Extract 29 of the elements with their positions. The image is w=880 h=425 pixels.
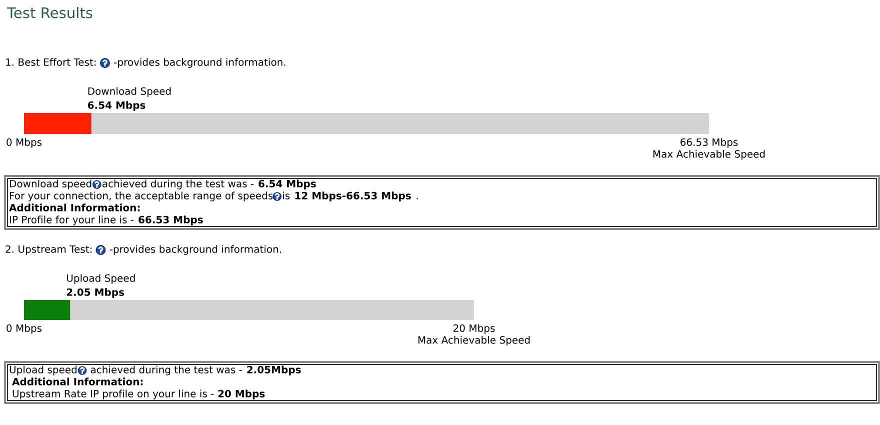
text: 6.54 Mbps (258, 180, 316, 190)
text: -provides background information. (114, 58, 286, 68)
text: IP Profile for your line is - (10, 216, 134, 226)
text: . (416, 198, 418, 200)
text: Upload speed (10, 366, 77, 376)
text: Upstream Rate IP profile on your line is - (12, 390, 214, 400)
data-label: 2.05 Mbps (66, 288, 124, 298)
text: achieved during the test was - (102, 180, 254, 190)
chart-subtitle: 2. Upstream Test: (6, 245, 92, 255)
y-tick-label: Download Speed (88, 87, 171, 97)
text: Download speed (10, 180, 92, 190)
text: is (283, 192, 290, 200)
text: Additional Information: (9, 204, 140, 212)
chart-title: Test Results (6, 6, 92, 18)
text: achieved during the test was - (90, 366, 242, 376)
text: 2.05Mbps (247, 366, 301, 376)
x-axis-title: Max Achievable Speed (418, 336, 530, 346)
x-axis-title: Max Achievable Speed (653, 150, 765, 160)
text: Additional Information: (12, 378, 143, 386)
text: 66.53 Mbps (138, 216, 203, 226)
text: 20 Mbps (218, 390, 265, 400)
x-tick-label: 0 Mbps (6, 324, 42, 334)
x-tick-label: 0 Mbps (6, 138, 42, 148)
y-tick-label: Upload Speed (66, 274, 135, 284)
text: 12 Mbps-66.53 Mbps (295, 192, 411, 202)
annotation: -provides background information. (110, 245, 282, 255)
data-label: 6.54 Mbps (88, 101, 146, 111)
text: For your connection, the acceptable range of speeds (10, 192, 273, 202)
chart-subtitle: 1. Best Effort Test: (6, 58, 96, 66)
